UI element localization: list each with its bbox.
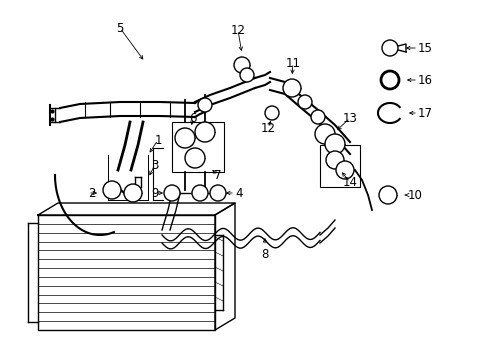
- Text: 3: 3: [151, 158, 159, 171]
- Text: 15: 15: [417, 41, 432, 54]
- Text: 10: 10: [407, 189, 422, 202]
- Text: 14: 14: [342, 176, 357, 189]
- Text: 13: 13: [342, 112, 357, 125]
- Bar: [172, 122, 224, 172]
- Circle shape: [209, 185, 225, 201]
- Text: 8: 8: [261, 239, 268, 261]
- Text: 4: 4: [235, 186, 242, 199]
- Circle shape: [310, 110, 325, 124]
- Text: 12: 12: [230, 23, 245, 36]
- Circle shape: [380, 71, 398, 89]
- Circle shape: [325, 134, 345, 154]
- Circle shape: [264, 106, 279, 120]
- Text: 5: 5: [116, 22, 123, 35]
- Circle shape: [163, 185, 180, 201]
- Circle shape: [103, 181, 121, 199]
- Text: 12: 12: [260, 122, 275, 135]
- Text: 9: 9: [151, 186, 159, 199]
- Bar: [319, 145, 359, 187]
- Circle shape: [378, 186, 396, 204]
- Text: 16: 16: [417, 73, 432, 86]
- Text: 7: 7: [214, 168, 221, 181]
- Circle shape: [297, 95, 311, 109]
- Text: 17: 17: [417, 107, 432, 120]
- Circle shape: [124, 184, 142, 202]
- Circle shape: [198, 98, 212, 112]
- Circle shape: [184, 148, 204, 168]
- Text: 1: 1: [154, 134, 162, 147]
- Circle shape: [192, 185, 207, 201]
- Circle shape: [240, 68, 253, 82]
- Circle shape: [335, 161, 353, 179]
- Text: 11: 11: [285, 57, 300, 69]
- Text: 6: 6: [189, 112, 196, 125]
- Circle shape: [283, 79, 301, 97]
- Circle shape: [234, 57, 249, 73]
- Circle shape: [195, 122, 215, 142]
- Text: 2: 2: [88, 186, 95, 199]
- Circle shape: [325, 151, 343, 169]
- Circle shape: [175, 128, 195, 148]
- Circle shape: [381, 40, 397, 56]
- Circle shape: [314, 124, 334, 144]
